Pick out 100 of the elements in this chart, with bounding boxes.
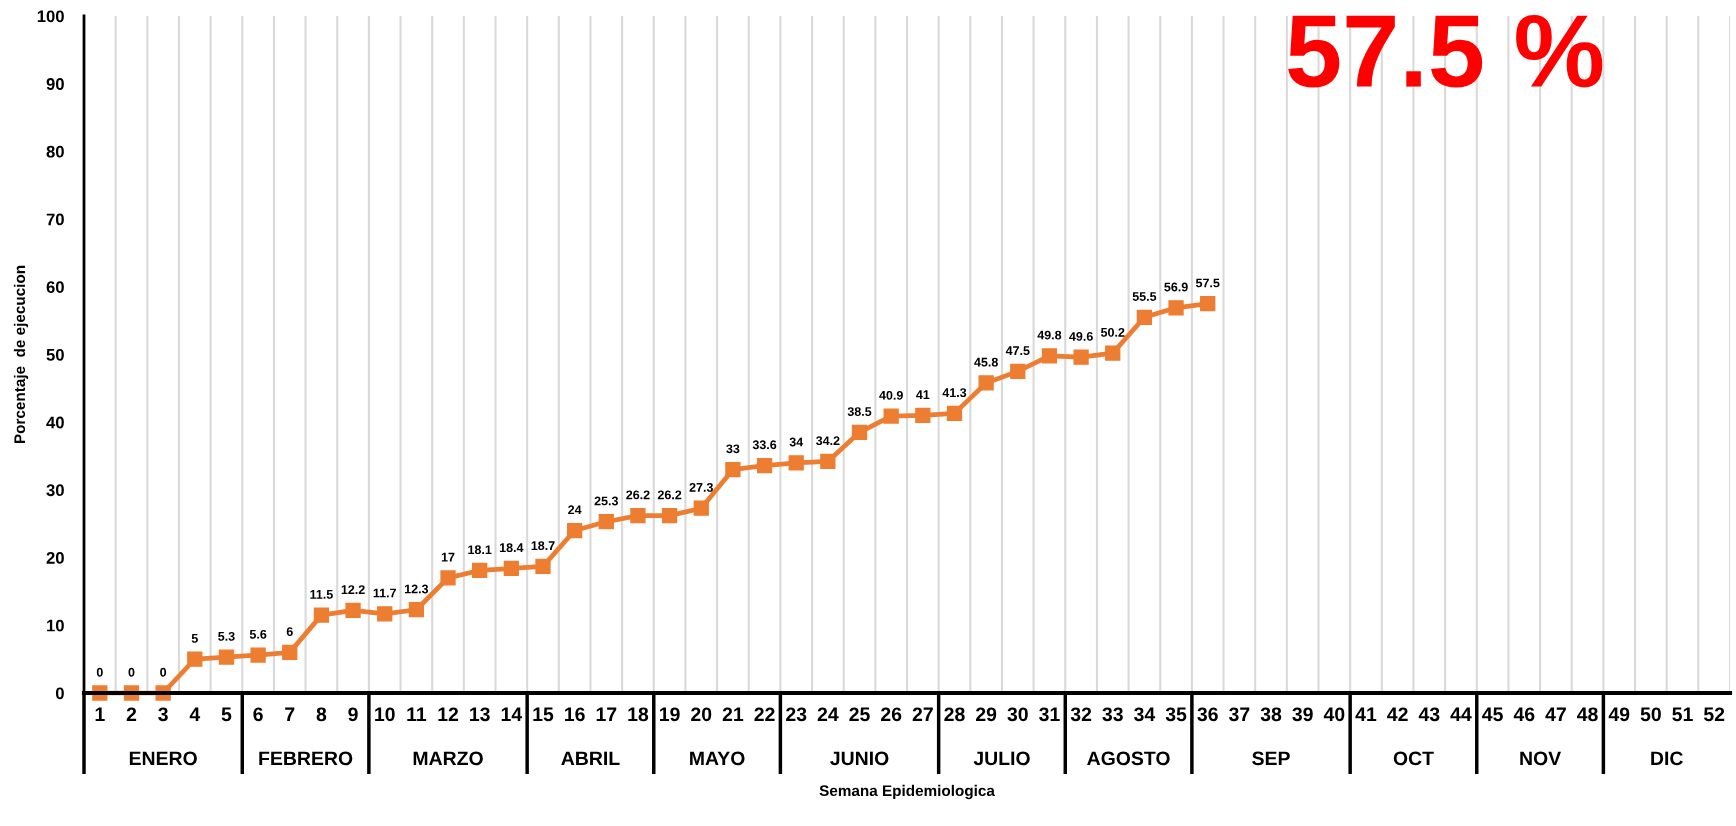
x-tick-label: 50: [1640, 707, 1661, 722]
point: [915, 407, 931, 424]
point: [345, 602, 361, 619]
annotation: 57.5 %: [1288, 15, 1603, 88]
point: [535, 558, 551, 575]
point: [978, 375, 994, 391]
x-tick-label: 34: [1134, 707, 1156, 722]
x-tick-label: 23: [786, 707, 807, 722]
text: DIC: [1651, 751, 1683, 766]
y-tick-label: 100: [37, 10, 64, 23]
x-tick-label: 36: [1197, 707, 1218, 722]
data-label: 50.2: [1100, 327, 1125, 337]
x-tick-label: 30: [1007, 707, 1028, 722]
point: [187, 651, 203, 667]
y-tick-label: 60: [46, 281, 64, 293]
data-label: 18.4: [499, 543, 524, 553]
y-tick-label: 90: [46, 78, 64, 90]
x-tick-label: 20: [691, 707, 712, 722]
data-label: 45.8: [974, 357, 998, 367]
data-label: 5.3: [218, 631, 235, 641]
text: JULIO: [973, 751, 1030, 766]
data-label: 0: [128, 667, 135, 677]
x-tick-label: 31: [1039, 707, 1060, 722]
data-label: 25.3: [594, 496, 618, 506]
point: [630, 507, 646, 524]
y-axis-title: Porcentaje de ejecucion: [13, 265, 29, 444]
point: [250, 647, 266, 663]
y-tick-label: 10: [47, 619, 64, 632]
point: [503, 560, 519, 577]
text: SEP: [1252, 751, 1290, 766]
x-tick-label: 49: [1608, 707, 1630, 722]
data-label: 49.8: [1037, 330, 1062, 340]
text: FEBRERO: [259, 751, 353, 766]
x-tick-label: 37: [1229, 707, 1250, 722]
x-tick-label: 10: [375, 707, 395, 722]
point: [313, 607, 330, 623]
x-tick-label: 1: [95, 707, 105, 721]
data-label: 27.3: [689, 482, 713, 492]
data-label: 12.2: [341, 585, 365, 594]
data-label: 33: [726, 444, 740, 454]
data-label: 56.9: [1164, 282, 1188, 292]
data-label: 18.1: [468, 545, 492, 555]
x-tick-label: 28: [944, 707, 965, 722]
text: OCT: [1393, 751, 1434, 766]
data-label: 34: [789, 437, 804, 447]
data-label: 0: [160, 667, 167, 677]
point: [693, 500, 709, 516]
x-tick-label: 14: [501, 707, 523, 721]
text: AGOSTO: [1087, 751, 1170, 766]
data-label: 33.6: [752, 440, 777, 450]
data-label: 57.5: [1195, 278, 1220, 288]
x-tick-label: 32: [1070, 707, 1092, 722]
text: ABRIL: [561, 751, 620, 766]
y-tick-label: 30: [46, 484, 64, 497]
point: [725, 461, 741, 478]
x-tick-label: 42: [1387, 707, 1408, 721]
point: [851, 424, 868, 440]
point: [1105, 345, 1121, 361]
point: [1168, 300, 1184, 316]
x-tick-label: 8: [316, 707, 327, 722]
point: [566, 522, 583, 539]
point: [788, 455, 804, 471]
data-label: 55.5: [1132, 292, 1157, 301]
point: [1073, 349, 1089, 365]
x-tick-label: 5: [221, 707, 232, 722]
x-tick-label: 15: [533, 707, 554, 722]
y-tick-label: 80: [46, 145, 64, 158]
x-tick-label: 51: [1672, 707, 1693, 722]
point: [820, 453, 836, 470]
data-label: 38.5: [847, 407, 872, 417]
text: JUNIO: [830, 751, 889, 766]
data-label: 34.2: [815, 436, 840, 446]
y-tick-label: 0: [55, 687, 64, 700]
point: [377, 606, 393, 622]
x-tick-label: 21: [722, 707, 744, 721]
x-tick-label: 3: [158, 707, 168, 722]
point: [661, 507, 678, 524]
x-tick-label: 41: [1355, 707, 1377, 721]
point: [440, 570, 456, 586]
x-tick-label: 18: [628, 707, 649, 722]
x-tick-label: 26: [881, 707, 902, 722]
x-tick-label: 47: [1545, 707, 1566, 721]
point: [1136, 309, 1153, 325]
y-tick-label: 20: [46, 552, 64, 564]
x-tick-label: 17: [596, 707, 617, 721]
data-label: 12.3: [404, 584, 429, 594]
data-label: 41: [916, 390, 930, 399]
data-label: 47.5: [1005, 346, 1030, 356]
x-tick-label: 33: [1102, 707, 1123, 722]
x-tick-label: 29: [976, 707, 997, 722]
x-tick-label: 2: [126, 707, 137, 721]
x-tick-label: 7: [285, 707, 295, 721]
data-label: 18.7: [531, 541, 555, 551]
point: [946, 405, 963, 422]
point: [598, 514, 614, 530]
x-tick-label: 19: [660, 707, 680, 722]
data-label: 49.6: [1069, 332, 1093, 341]
x-tick-label: 48: [1577, 707, 1598, 722]
x-tick-label: 13: [470, 707, 490, 722]
y-tick-label: 50: [46, 348, 64, 361]
